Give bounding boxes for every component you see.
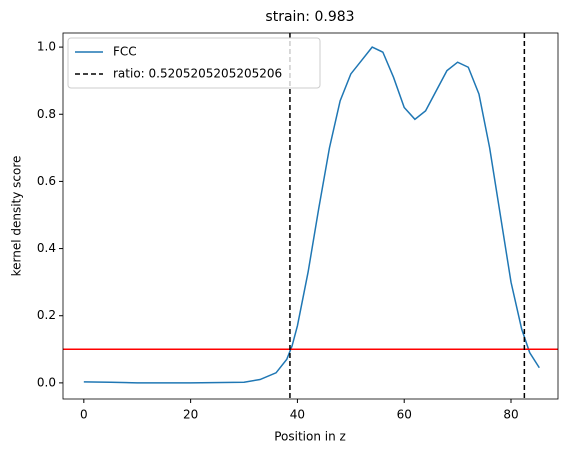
y-axis-label: kernel density score <box>10 156 24 277</box>
plot-frame <box>62 32 559 400</box>
y-tick-label: 0.0 <box>37 375 56 389</box>
legend-label: FCC <box>113 45 137 59</box>
x-tick-label: 40 <box>290 408 305 422</box>
y-tick-label: 1.0 <box>37 40 56 54</box>
data-line <box>83 46 540 384</box>
x-tick-label: 60 <box>397 408 412 422</box>
y-tick-label: 0.2 <box>37 308 56 322</box>
legend-label: ratio: 0.5205205205205206 <box>113 67 282 81</box>
y-tick-label: 0.4 <box>37 241 56 255</box>
x-tick-label: 0 <box>80 408 88 422</box>
x-tick-label: 80 <box>503 408 518 422</box>
y-tick-label: 0.8 <box>37 107 56 121</box>
y-tick-label: 0.6 <box>37 174 56 188</box>
legend-box <box>67 37 321 89</box>
x-axis-label: Position in z <box>274 430 346 444</box>
chart-title: strain: 0.983 <box>265 9 354 25</box>
x-tick-label: 20 <box>183 408 198 422</box>
